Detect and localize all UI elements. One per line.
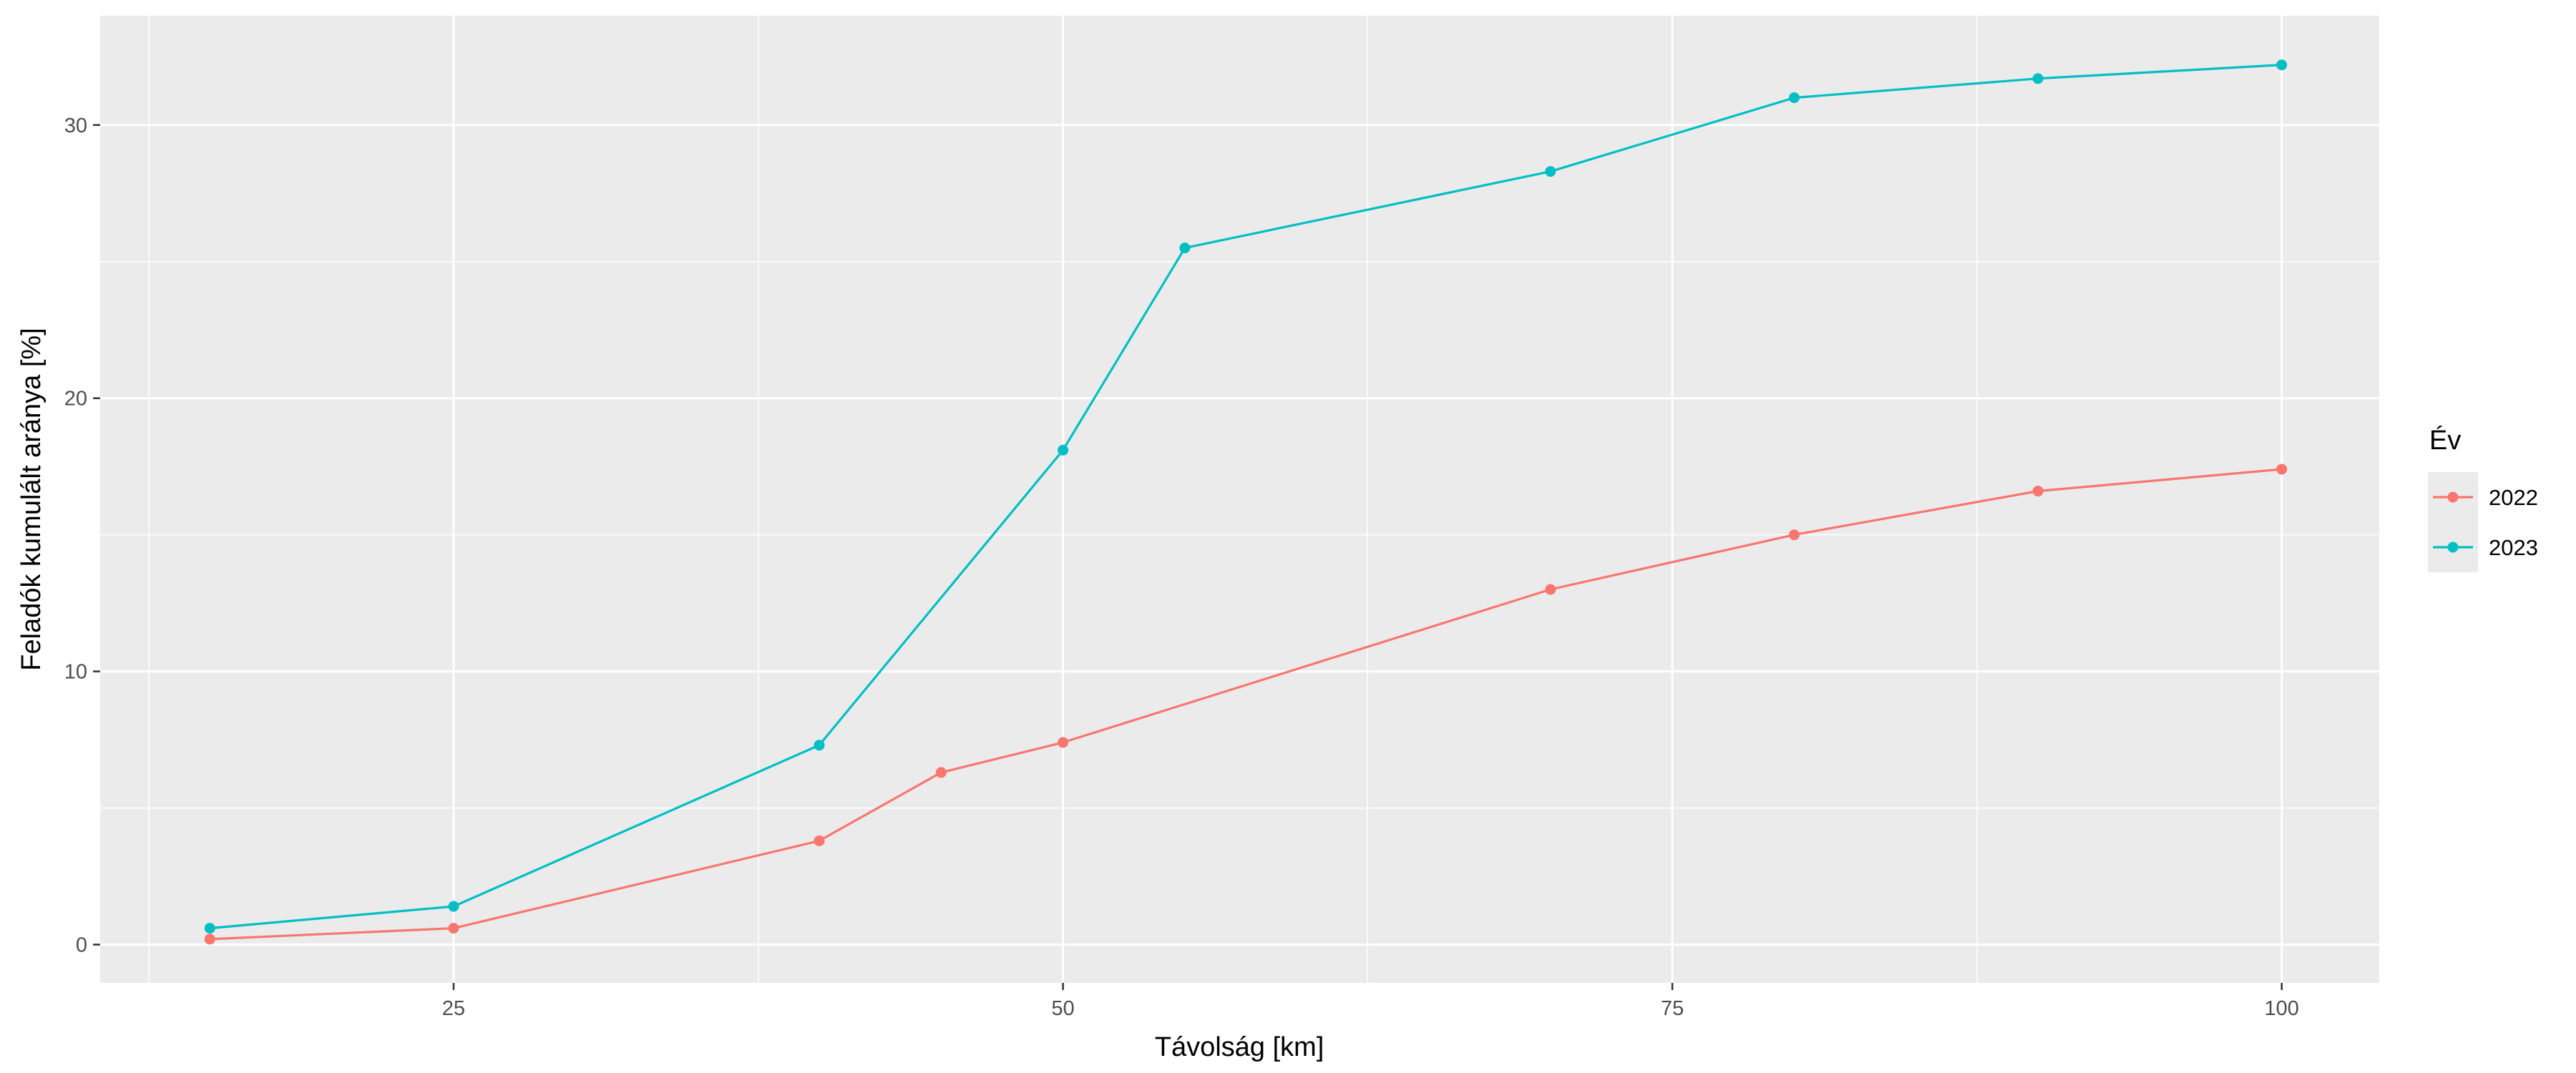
data-point-2022: [935, 767, 947, 778]
data-point-2023: [1788, 92, 1800, 104]
x-tick-label: 50: [1051, 997, 1074, 1020]
y-tick-label: 30: [64, 114, 87, 137]
plot-panel: [100, 16, 2379, 983]
data-point-2022: [2032, 486, 2044, 497]
y-tick-label: 20: [64, 388, 87, 411]
legend-items: 2022 2023: [2428, 472, 2538, 572]
legend-title: Év: [2429, 425, 2461, 456]
y-tick-label: 10: [64, 661, 87, 684]
data-point-2022: [2276, 464, 2288, 475]
legend-label: 2023: [2489, 535, 2538, 560]
data-point-2022: [448, 923, 459, 934]
data-point-2022: [1058, 737, 1069, 748]
legend-label: 2022: [2489, 485, 2538, 510]
x-tick-label: 100: [2265, 997, 2299, 1020]
data-point-2022: [1788, 529, 1800, 541]
data-point-2023: [1058, 444, 1069, 456]
grid-minor: [100, 16, 2379, 983]
data-point-2023: [448, 901, 459, 912]
data-point-2022: [204, 934, 215, 945]
x-tick-label: 75: [1661, 997, 1684, 1020]
y-tick-label: 0: [76, 934, 87, 957]
series-layer: [204, 59, 2288, 945]
x-axis-title: Távolság [km]: [1155, 1032, 1324, 1062]
data-point-2023: [1545, 166, 1556, 177]
data-point-2023: [204, 923, 215, 934]
data-point-2022: [1545, 584, 1556, 595]
data-point-2023: [1179, 242, 1191, 254]
legend-key-point: [2447, 491, 2459, 503]
legend-key-point: [2447, 542, 2459, 553]
data-point-2023: [814, 740, 825, 751]
data-point-2023: [2276, 59, 2288, 71]
data-point-2022: [814, 835, 825, 846]
y-axis: 0 10 20 30: [64, 114, 100, 957]
data-point-2023: [2032, 73, 2044, 84]
y-axis-title: Feladók kumulált aránya [%]: [16, 328, 47, 670]
legend: Év 2022 2023: [2428, 425, 2538, 572]
x-axis: 25 50 75 100: [442, 983, 2299, 1020]
grid-major: [100, 16, 2379, 983]
x-tick-label: 25: [442, 997, 465, 1020]
